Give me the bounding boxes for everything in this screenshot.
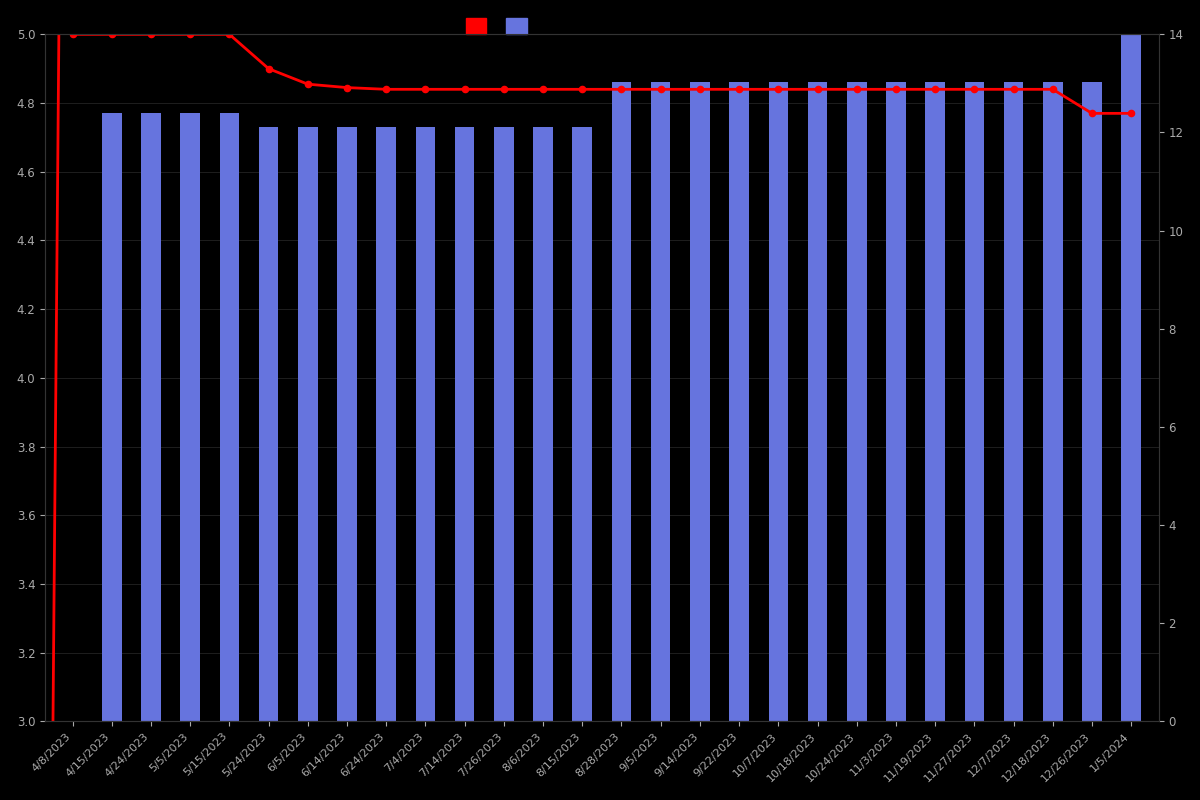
Bar xyxy=(1082,82,1102,722)
Bar xyxy=(102,114,121,722)
Point xyxy=(652,83,671,96)
Point xyxy=(887,83,906,96)
Point xyxy=(377,83,396,96)
Bar xyxy=(886,82,906,722)
Bar xyxy=(494,127,514,722)
Bar xyxy=(533,127,553,722)
Bar xyxy=(415,127,436,722)
Point xyxy=(730,83,749,96)
Bar xyxy=(259,127,278,722)
Point xyxy=(808,83,827,96)
Bar xyxy=(612,82,631,722)
Bar xyxy=(337,127,356,722)
Bar xyxy=(1121,34,1141,722)
Point xyxy=(62,28,82,41)
Bar xyxy=(377,127,396,722)
Point xyxy=(416,83,436,96)
Bar xyxy=(1043,82,1062,722)
Bar xyxy=(1003,82,1024,722)
Point xyxy=(102,28,121,41)
Point xyxy=(181,28,200,41)
Bar xyxy=(220,114,239,722)
Point xyxy=(1004,83,1024,96)
Bar xyxy=(572,127,592,722)
Bar xyxy=(298,127,318,722)
Legend: , : , xyxy=(461,14,542,38)
Point xyxy=(965,83,984,96)
Bar xyxy=(847,82,866,722)
Bar xyxy=(455,127,474,722)
Bar xyxy=(768,82,788,722)
Point xyxy=(494,83,514,96)
Point xyxy=(337,81,356,94)
Bar xyxy=(925,82,944,722)
Point xyxy=(534,83,553,96)
Bar xyxy=(180,114,200,722)
Point xyxy=(1043,83,1062,96)
Point xyxy=(299,78,318,90)
Point xyxy=(220,28,239,41)
Point xyxy=(572,83,592,96)
Point xyxy=(259,62,278,75)
Point xyxy=(925,83,944,96)
Point xyxy=(142,28,161,41)
Point xyxy=(769,83,788,96)
Bar xyxy=(650,82,671,722)
Point xyxy=(612,83,631,96)
Bar xyxy=(808,82,827,722)
Bar xyxy=(690,82,709,722)
Point xyxy=(455,83,474,96)
Bar xyxy=(965,82,984,722)
Point xyxy=(847,83,866,96)
Point xyxy=(690,83,709,96)
Bar xyxy=(142,114,161,722)
Point xyxy=(1082,107,1102,120)
Point xyxy=(1122,107,1141,120)
Bar xyxy=(730,82,749,722)
